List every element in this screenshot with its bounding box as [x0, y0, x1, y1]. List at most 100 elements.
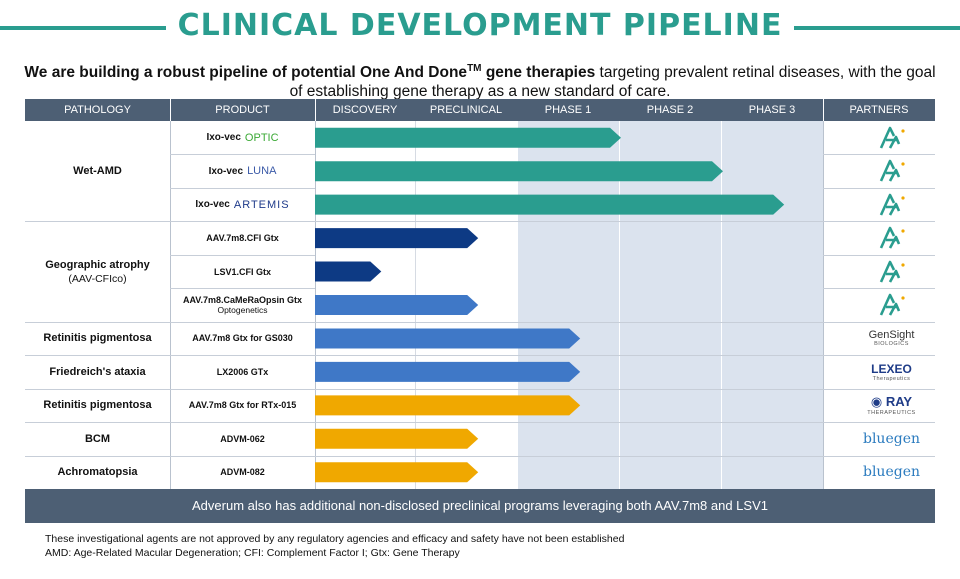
pathology-label: Retinitis pigmentosa	[43, 332, 152, 345]
product-label: LX2006 GTx	[216, 366, 269, 377]
pipeline-bar	[315, 462, 479, 483]
column-header-phase-2: PHASE 2	[646, 104, 694, 116]
partner-name: bluegen	[862, 430, 920, 447]
product-label: ADVM-062	[220, 433, 265, 444]
pathology-label: Geographic atrophy	[45, 258, 150, 271]
stage-gridline	[721, 121, 722, 489]
row-divider	[823, 154, 935, 156]
column-header-preclinical: PRECLINICAL	[429, 104, 503, 116]
adverum-logo-icon	[879, 159, 905, 182]
product-sublabel: Optogenetics	[217, 304, 268, 315]
pathology-label: Wet-AMD	[73, 165, 122, 178]
trial-brand-label: OPTIC	[244, 131, 279, 144]
partner-logo: LEXEO Therapeutics	[848, 355, 935, 388]
pipeline-bar	[315, 328, 581, 349]
row-divider	[170, 422, 315, 424]
pathology-cell: Geographic atrophy (AAV-CFIco)	[25, 221, 170, 321]
pathology-cell: BCM	[25, 422, 170, 455]
partner-logo: ◉ RAY THERAPEUTICS	[848, 389, 935, 422]
pipeline-bar	[315, 194, 785, 215]
product-cell: LX2006 GTx	[171, 355, 314, 388]
header-divider	[315, 99, 316, 121]
page-title: CLINICAL DEVELOPMENT PIPELINE	[0, 8, 960, 43]
row-divider	[823, 422, 935, 424]
row-divider	[170, 288, 315, 290]
header-divider	[823, 99, 824, 121]
product-label: Ixo-vec	[206, 132, 241, 144]
row-divider	[823, 288, 935, 290]
adverum-logo-icon	[879, 260, 905, 283]
row-divider	[823, 321, 935, 323]
adverum-logo-icon	[879, 293, 905, 316]
table-header: PATHOLOGY PRODUCT DISCOVERY PRECLINICAL PHAS…	[25, 99, 935, 121]
pipeline-bar	[315, 161, 723, 182]
product-label: AAV.7m8 Gtx for GS030	[192, 333, 293, 344]
row-divider	[823, 455, 935, 457]
row-divider	[170, 187, 315, 189]
pathology-cell: Retinitis pigmentosa	[25, 322, 170, 355]
pipeline-bar	[315, 428, 479, 449]
pipeline-bar	[315, 295, 479, 315]
partner-logo: GenSight BIOLOGICS	[848, 322, 935, 355]
trial-brand-label: LUNA	[247, 165, 277, 178]
column-divider	[170, 121, 171, 489]
pathology-label: Friedreich's ataxia	[49, 365, 146, 378]
stage-background	[517, 121, 823, 489]
product-cell: ADVM-082	[171, 456, 314, 489]
product-cell: LSV1.CFI Gtx	[171, 255, 314, 288]
product-label: AAV.7m8.CaMeRaOpsin Gtx	[182, 294, 303, 305]
adverum-logo-icon	[879, 193, 905, 216]
partner-subname: Therapeutics	[872, 375, 911, 382]
product-cell: AAV.7m8 Gtx for GS030	[171, 322, 314, 355]
column-divider	[823, 121, 824, 489]
group-divider	[25, 388, 935, 390]
group-divider	[25, 455, 935, 457]
row-divider	[823, 355, 935, 357]
column-header-discovery: DISCOVERY	[332, 104, 398, 116]
adverum-logo-icon	[879, 126, 905, 149]
product-cell: Ixo-vec ARTEMIS	[171, 188, 314, 221]
group-divider	[25, 321, 935, 323]
partner-name: GenSight	[868, 329, 915, 342]
partner-logo	[848, 154, 935, 187]
pipeline-bar	[315, 395, 581, 416]
row-divider	[170, 254, 315, 256]
footer-banner: Adverum also has additional non-disclose…	[25, 489, 935, 523]
row-divider	[170, 221, 315, 223]
adverum-logo-icon	[879, 226, 905, 249]
trial-brand-label: ARTEMIS	[233, 198, 290, 211]
pathology-sublabel: (AAV-CFIco)	[68, 272, 127, 285]
row-divider	[823, 221, 935, 223]
pipeline-bar	[315, 361, 581, 382]
row-divider	[170, 154, 315, 156]
stage-gridline	[619, 121, 620, 489]
partner-name: ◉ RAY	[870, 394, 913, 410]
pipeline-bar	[315, 261, 382, 282]
row-divider	[170, 455, 315, 457]
product-label: Ixo-vec	[195, 199, 230, 211]
product-cell: AAV.7m8.CFI Gtx	[171, 221, 314, 254]
header-divider	[170, 99, 171, 121]
pathology-label: Achromatopsia	[57, 466, 138, 479]
partner-logo	[848, 255, 935, 288]
pathology-cell: Friedreich's ataxia	[25, 355, 170, 388]
partner-logo: bluegen	[848, 422, 935, 455]
column-header-phase-1: PHASE 1	[544, 104, 592, 116]
stage-gridline	[517, 121, 518, 489]
pathology-cell: Retinitis pigmentosa	[25, 389, 170, 422]
product-label: LSV1.CFI Gtx	[213, 266, 271, 277]
title-rule-left	[0, 26, 190, 30]
partner-logo	[848, 121, 935, 154]
subtitle: We are building a robust pipeline of pot…	[24, 63, 936, 101]
abbreviations-note: AMD: Age-Related Macular Degeneration; C…	[45, 547, 460, 559]
disclaimer-note: These investigational agents are not app…	[45, 533, 625, 545]
product-label: Ixo-vec	[208, 165, 244, 177]
pipeline-bars	[315, 127, 785, 483]
partner-logo	[848, 221, 935, 254]
pathology-label: BCM	[84, 432, 111, 445]
pipeline-bar	[315, 228, 479, 249]
column-header-phase-3: PHASE 3	[748, 104, 796, 116]
product-cell: AAV.7m8.CaMeRaOpsin Gtx Optogenetics	[171, 288, 314, 321]
row-divider	[170, 321, 315, 323]
group-divider	[25, 422, 935, 424]
